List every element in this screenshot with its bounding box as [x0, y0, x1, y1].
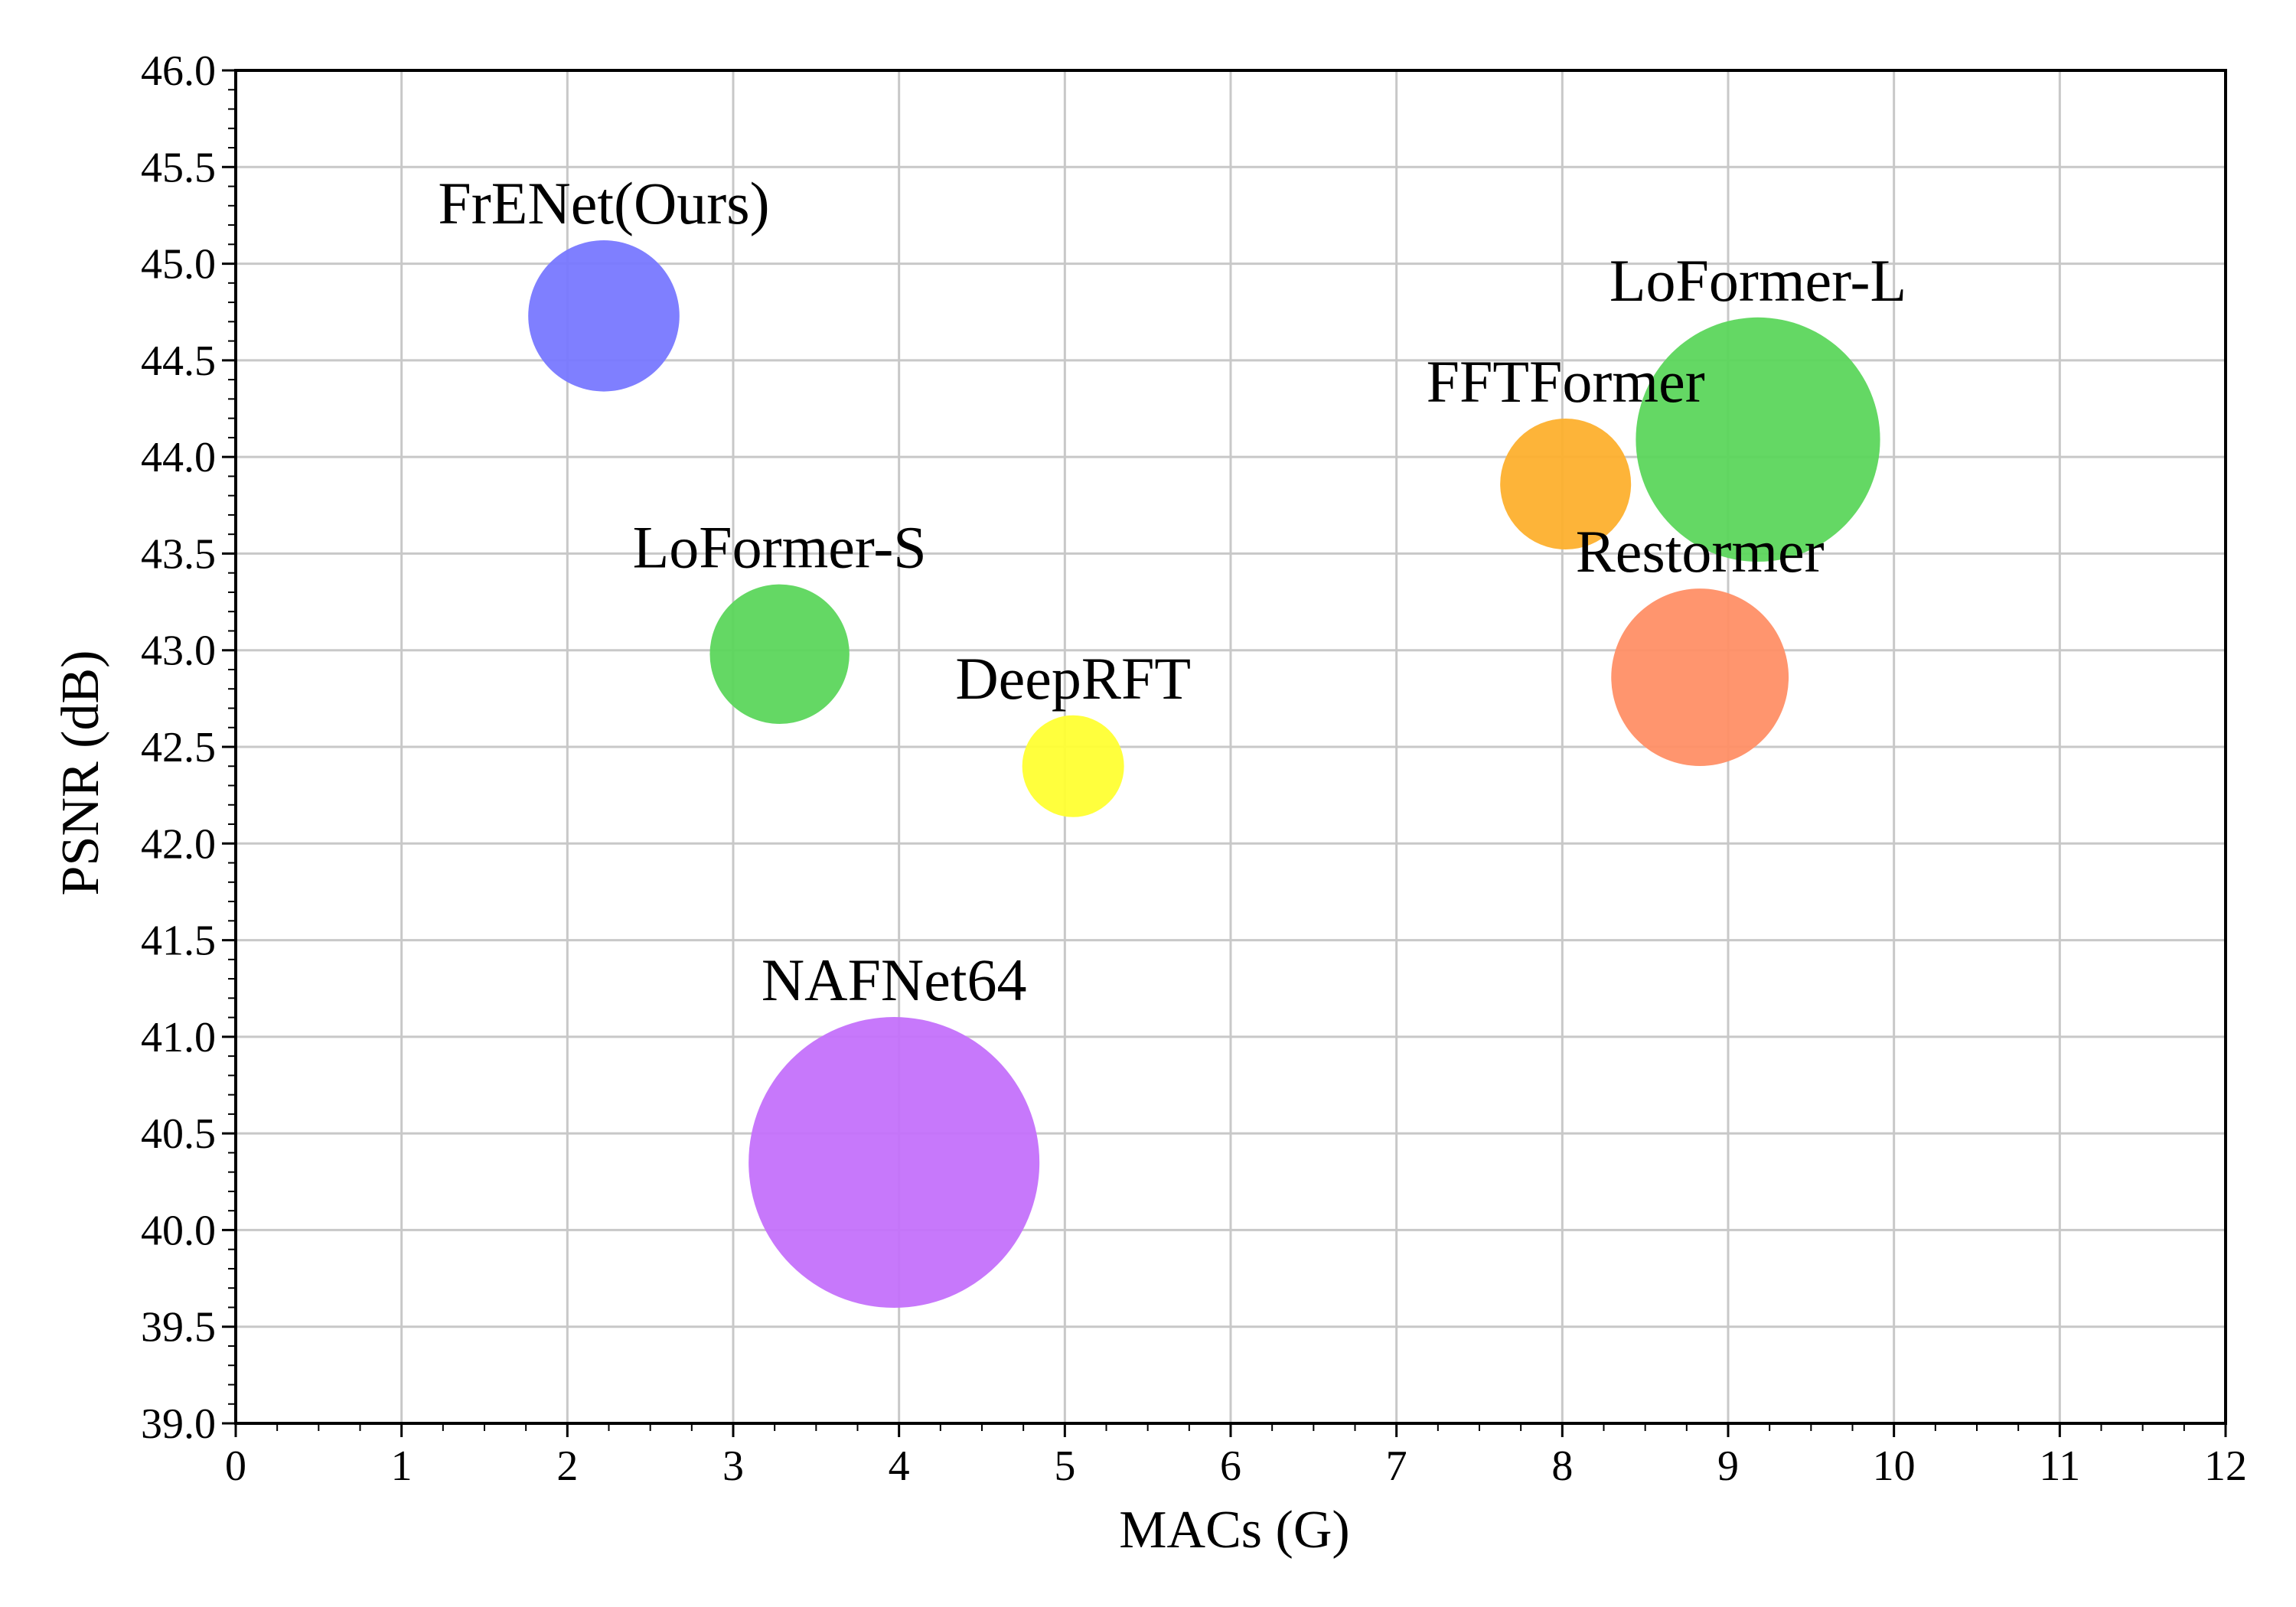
bubbles	[528, 240, 1880, 1309]
y-tick-label: 45.0	[141, 241, 216, 288]
x-axis-title: MACs (G)	[1119, 1501, 1349, 1560]
x-tick-label: 0	[225, 1442, 246, 1490]
point-label: LoFormer-L	[1609, 247, 1906, 314]
y-tick-label: 41.0	[141, 1014, 216, 1061]
y-tick-label: 39.0	[141, 1400, 216, 1448]
point-label: FrENet(Ours)	[438, 170, 769, 236]
y-tick-label: 39.5	[141, 1304, 216, 1351]
y-tick-label: 46.0	[141, 47, 216, 95]
x-tick-label: 2	[556, 1442, 578, 1490]
y-tick-label: 40.0	[141, 1207, 216, 1254]
x-tick-label: 12	[2204, 1442, 2247, 1490]
y-tick-label: 42.0	[141, 820, 216, 868]
x-tick-label: 1	[391, 1442, 413, 1490]
y-tick-label: 44.5	[141, 337, 216, 385]
x-tick-label: 9	[1717, 1442, 1739, 1490]
x-tick-label: 5	[1054, 1442, 1075, 1490]
grid	[236, 70, 2226, 1423]
x-tick-label: 4	[889, 1442, 910, 1490]
bubble-loformer-s	[709, 584, 850, 724]
y-tick-label: 41.5	[141, 918, 216, 965]
x-tick-label: 3	[722, 1442, 744, 1490]
point-label: FFTFormer	[1427, 348, 1705, 415]
bubble-deeprft	[1022, 715, 1124, 817]
y-tick-label: 42.5	[141, 724, 216, 771]
x-tick-label: 10	[1873, 1442, 1916, 1490]
axes: 0 1 2 3 4 5 6 7 8 9 10 11 1239.039.540.040.541.041.5…	[141, 47, 2247, 1490]
bubble-nafnet64	[748, 1017, 1040, 1309]
point-label: NAFNet64	[762, 947, 1027, 1013]
y-tick-label: 45.5	[141, 144, 216, 191]
point-label: Restormer	[1576, 518, 1825, 585]
bubble-loformer-l	[1636, 317, 1880, 562]
y-tick-label: 40.5	[141, 1110, 216, 1158]
bubble-frenet-ours	[528, 240, 680, 392]
x-tick-label: 7	[1386, 1442, 1407, 1490]
bubble-fftformer	[1500, 419, 1632, 550]
point-labels: FrENet(Ours) LoFormer-S DeepRFT NAFNet64 FFT…	[438, 170, 1906, 1013]
y-tick-label: 44.0	[141, 434, 216, 481]
y-tick-label: 43.5	[141, 530, 216, 578]
y-axis-title: PSNR (dB)	[51, 650, 110, 896]
bubble-restormer	[1611, 588, 1789, 766]
x-tick-label: 11	[2039, 1442, 2080, 1490]
x-tick-label: 6	[1220, 1442, 1241, 1490]
y-tick-label: 43.0	[141, 627, 216, 675]
point-label: LoFormer-S	[633, 514, 927, 581]
point-label: DeepRFT	[955, 645, 1191, 712]
x-tick-label: 8	[1551, 1442, 1573, 1490]
